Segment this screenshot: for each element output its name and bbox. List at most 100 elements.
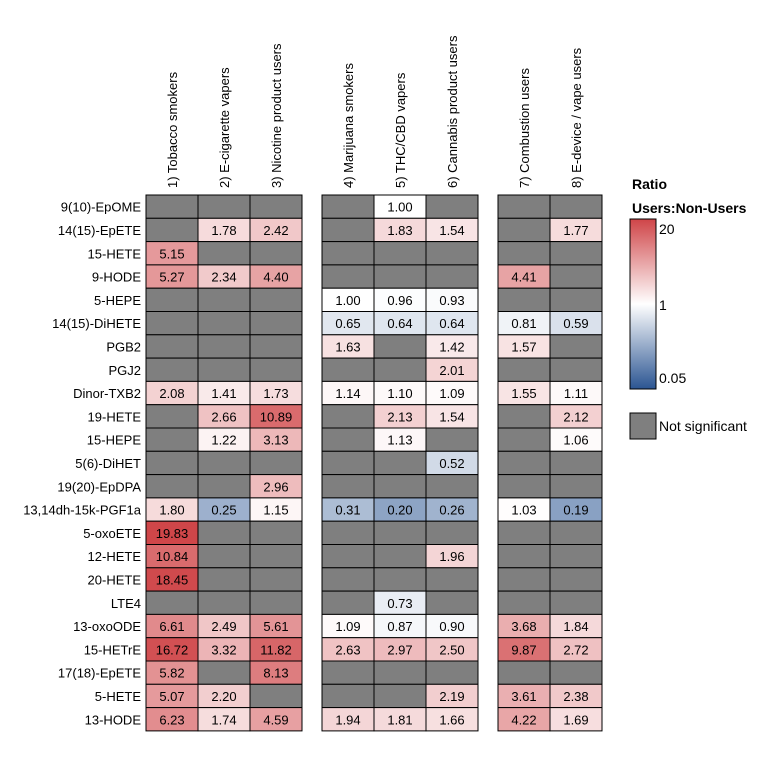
heatmap-cell-not-significant [197, 520, 251, 546]
row-label: 13-HODE [85, 712, 142, 727]
heatmap-cell-not-significant [497, 590, 551, 615]
cell-value-label: 5.27 [159, 270, 184, 285]
heatmap-cell [249, 707, 303, 732]
row-label: 14(15)-EpETE [58, 223, 141, 238]
heatmap-cell-not-significant [425, 660, 479, 685]
heatmap-cell-not-significant [249, 567, 303, 592]
legend-tick-min: 0.05 [659, 370, 686, 386]
cell-value-label: 0.64 [439, 316, 464, 331]
cell-value-label: 2.72 [563, 642, 588, 657]
cell-value-label: 1.22 [211, 433, 236, 448]
cell-value-label: 1.94 [335, 712, 360, 727]
row-label: 14(15)-DiHETE [52, 316, 141, 331]
heatmap-cell-not-significant [321, 404, 375, 429]
cell-value-label: 2.96 [263, 479, 288, 494]
heatmap-cell-not-significant [373, 660, 427, 685]
cell-value-label: 18.45 [156, 572, 189, 587]
heatmap-cell-not-significant [145, 357, 199, 382]
cell-value-label: 3.68 [511, 619, 536, 634]
heatmap-cell-not-significant [145, 450, 199, 476]
heatmap-cell-not-significant [249, 683, 303, 709]
heatmap-cell-not-significant [549, 590, 603, 615]
heatmap-cell [549, 707, 603, 732]
row-label: 5-HEPE [94, 293, 141, 308]
color-legend: Ratio Users:Non-Users 20 1 0.05 Not sign… [629, 176, 747, 440]
heatmap-cell-not-significant [145, 217, 199, 243]
row-label: Dinor-TXB2 [73, 386, 141, 401]
heatmap-cell-not-significant [373, 264, 427, 289]
row-label: 15-HEPE [87, 433, 142, 448]
heatmap-cell-not-significant [373, 357, 427, 382]
cell-value-label: 1.57 [511, 339, 536, 354]
column-labels: 1) Tobacco smokers 2) E-cigarette vapers 3… [165, 35, 584, 188]
cell-value-label: 1.03 [511, 503, 536, 518]
cell-value-label: 1.09 [335, 619, 360, 634]
heatmap-cell-not-significant [373, 567, 427, 592]
cell-value-label: 0.59 [563, 316, 588, 331]
heatmap-cell-not-significant [549, 520, 603, 546]
cell-value-label: 10.89 [260, 409, 293, 424]
heatmap-cell-not-significant [497, 427, 551, 452]
cell-value-label: 2.12 [563, 409, 588, 424]
heatmap-cell-not-significant [249, 194, 303, 219]
heatmap-cell-not-significant [549, 334, 603, 359]
column-label: 8) E-device / vape users [569, 47, 584, 188]
heatmap-cell-not-significant [321, 241, 375, 266]
heatmap-cell-not-significant [497, 450, 551, 476]
cell-value-label: 1.00 [387, 200, 412, 215]
row-label: 17(18)-EpETE [58, 666, 141, 681]
cell-value-label: 0.87 [387, 619, 412, 634]
heatmap-cell-not-significant [197, 660, 251, 685]
cell-value-label: 0.73 [387, 596, 412, 611]
cell-value-label: 0.96 [387, 293, 412, 308]
row-label: 20-HETE [88, 572, 142, 587]
row-label: 9(10)-EpOME [61, 200, 142, 215]
legend-title-line1: Ratio [632, 176, 667, 192]
cell-value-label: 1.69 [563, 712, 588, 727]
heatmap-cell-not-significant [145, 287, 199, 313]
column-label: 5) THC/CBD vapers [393, 72, 408, 188]
heatmap-cell-not-significant [145, 427, 199, 452]
heatmap-cell-not-significant [197, 311, 251, 336]
heatmap-cell-not-significant [497, 544, 551, 569]
row-label: 15-HETE [88, 246, 142, 261]
cell-value-label: 11.82 [260, 642, 292, 657]
row-label: 5-oxoETE [83, 526, 141, 541]
row-label: 15-HETrE [84, 642, 142, 657]
heatmap-cell-not-significant [321, 264, 375, 289]
heatmap-cell-not-significant [197, 450, 251, 476]
heatmap-cell-not-significant [549, 450, 603, 476]
cell-value-label: 0.90 [439, 619, 464, 634]
legend-not-significant-swatch [629, 412, 657, 440]
cell-value-label: 2.50 [439, 642, 464, 657]
heatmap-cell-not-significant [549, 567, 603, 592]
heatmap-cell-not-significant [373, 683, 427, 709]
cell-value-label: 5.61 [263, 619, 288, 634]
cell-value-label: 2.38 [563, 689, 588, 704]
heatmap-cell-not-significant [497, 474, 551, 499]
cell-value-label: 0.93 [439, 293, 464, 308]
heatmap-cell-not-significant [249, 241, 303, 266]
cell-value-label: 2.66 [211, 409, 236, 424]
heatmap-cell-not-significant [497, 357, 551, 382]
cell-value-label: 0.26 [439, 503, 464, 518]
heatmap-cell-not-significant [373, 544, 427, 569]
row-label: 19(20)-EpDPA [57, 479, 141, 494]
heatmap-cell-not-significant [197, 544, 251, 569]
cell-value-label: 4.59 [263, 712, 288, 727]
cell-value-label: 4.40 [263, 270, 288, 285]
heatmap-cell-not-significant [549, 544, 603, 569]
heatmap-cell-not-significant [497, 660, 551, 685]
heatmap-cell-not-significant [197, 334, 251, 359]
cell-value-label: 1.41 [211, 386, 236, 401]
row-labels: 9(10)-EpOME 14(15)-EpETE 15-HETE 9-HODE 5-HE… [23, 200, 142, 728]
cell-value-label: 2.34 [211, 270, 236, 285]
row-label: 19-HETE [88, 409, 142, 424]
row-label: LTE4 [111, 596, 141, 611]
heatmap-cell-not-significant [249, 590, 303, 615]
heatmap-cell-not-significant [321, 590, 375, 615]
cell-value-label: 0.52 [439, 456, 464, 471]
cell-value-label: 1.80 [159, 503, 184, 518]
heatmap-cell-not-significant [373, 241, 427, 266]
heatmap-cell-not-significant [373, 520, 427, 546]
